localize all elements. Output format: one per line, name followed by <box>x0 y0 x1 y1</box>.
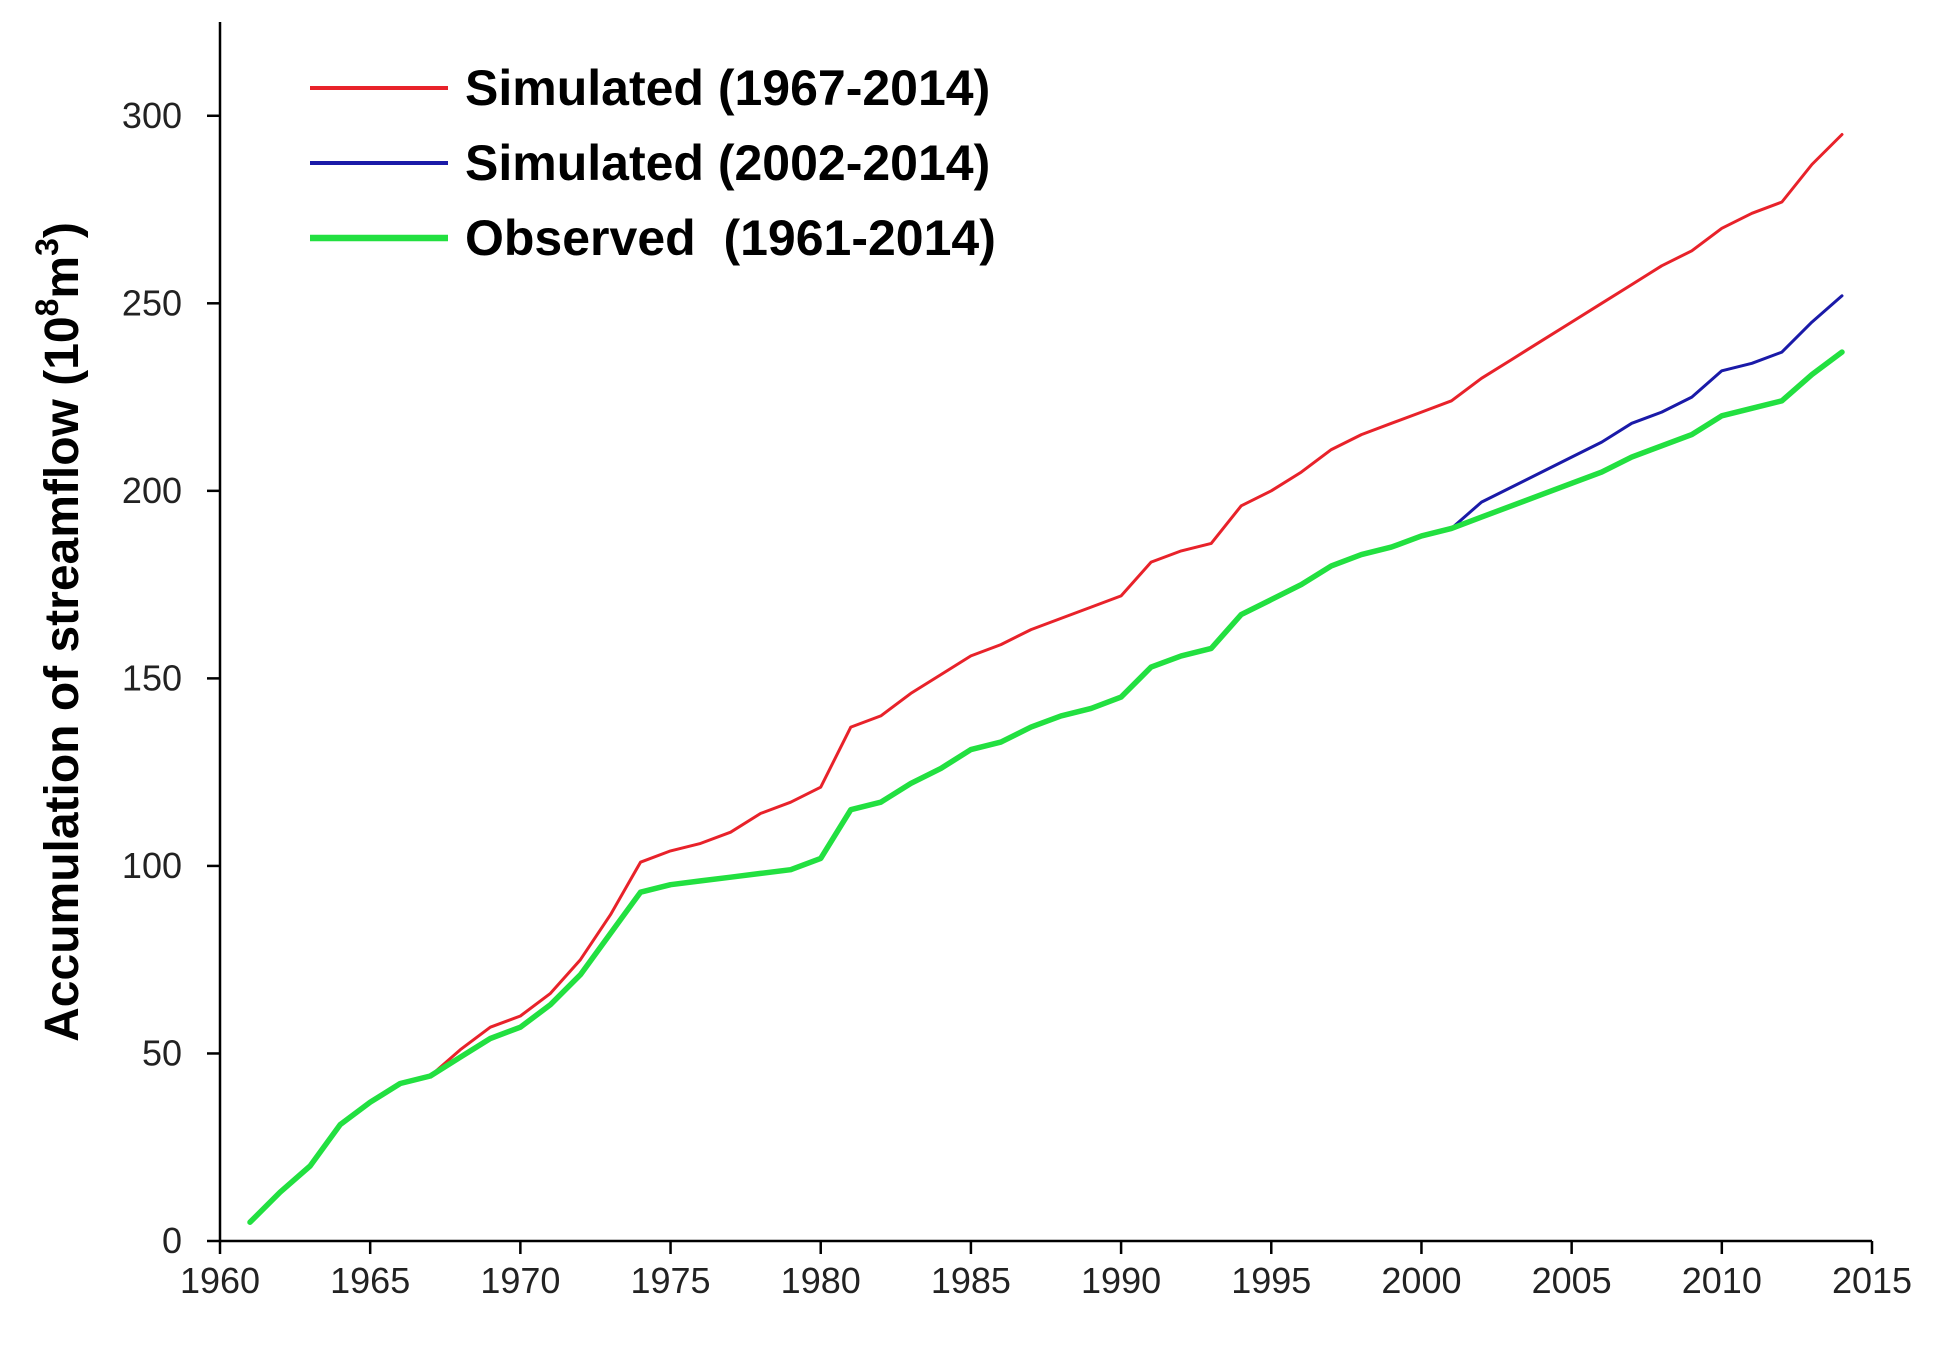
legend-label-0: Simulated (1967-2014) <box>465 60 990 116</box>
x-tick-label: 1995 <box>1231 1260 1311 1301</box>
y-ticks: 0 50 100 150 200 250 300 <box>122 95 220 1261</box>
y-tick-label: 100 <box>122 845 182 886</box>
x-tick-label: 2000 <box>1381 1260 1461 1301</box>
series-line-1 <box>1450 294 1844 530</box>
y-tick-label: 200 <box>122 470 182 511</box>
x-tick-label: 2005 <box>1532 1260 1612 1301</box>
series <box>247 133 1845 1225</box>
legend-label-1: Simulated (2002-2014) <box>465 135 990 191</box>
y-axis-label-sup2: 3 <box>29 238 65 256</box>
series-line-0 <box>428 133 1844 1078</box>
legend: Simulated (1967-2014) Simulated (2002-201… <box>310 60 996 266</box>
axes <box>218 22 1872 1243</box>
y-axis-label-main: Accumulation of streamflow (10 <box>36 316 89 1041</box>
y-axis-label-unit: m <box>36 256 89 299</box>
x-tick-label: 1975 <box>630 1260 710 1301</box>
x-tick-label: 2010 <box>1682 1260 1762 1301</box>
legend-label-2: Observed (1961-2014) <box>465 210 996 266</box>
x-tick-label: 1990 <box>1081 1260 1161 1301</box>
y-axis-label-close: ) <box>36 222 89 238</box>
y-axis-label: Accumulation of streamflow (108m3) <box>29 222 89 1042</box>
x-tick-label: 1960 <box>180 1260 260 1301</box>
x-tick-label: 2015 <box>1832 1260 1912 1301</box>
y-tick-label: 300 <box>122 95 182 136</box>
y-tick-label: 50 <box>142 1032 182 1073</box>
y-tick-label: 0 <box>162 1220 182 1261</box>
x-ticks: 1960 1965 1970 1975 1980 1985 1990 1995 2000 2005… <box>180 1241 1912 1301</box>
y-axis-label-sup1: 8 <box>29 299 65 317</box>
x-tick-label: 1970 <box>480 1260 560 1301</box>
x-tick-label: 1965 <box>330 1260 410 1301</box>
y-tick-label: 250 <box>122 282 182 323</box>
series-line-2 <box>247 349 1845 1225</box>
x-tick-label: 1985 <box>931 1260 1011 1301</box>
y-tick-label: 150 <box>122 657 182 698</box>
x-tick-label: 1980 <box>781 1260 861 1301</box>
